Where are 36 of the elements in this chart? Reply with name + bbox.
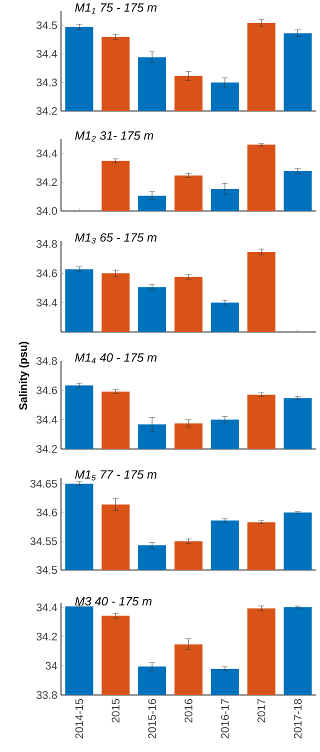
chart-title: M1$_{1}$ 75 - 175 m bbox=[75, 3, 156, 14]
y-tick-label: 34 bbox=[46, 662, 58, 670]
y-tick-label: 34.2 bbox=[36, 178, 57, 186]
y-tick-label: 34.6 bbox=[36, 269, 57, 278]
x-tick-label: 2017-18 bbox=[294, 699, 302, 738]
y-axis-title: Salinity (psu) bbox=[18, 342, 30, 410]
y-tick-label: 34.4 bbox=[36, 150, 58, 158]
x-tick-label: 2015 bbox=[112, 699, 120, 722]
x-tick-label: 2016 bbox=[184, 699, 192, 722]
y-tick-label: 34.2 bbox=[36, 632, 57, 640]
y-tick-label: 33.8 bbox=[36, 691, 57, 699]
y-tick-label: 34.4 bbox=[36, 50, 58, 58]
y-tick-label: 34.4 bbox=[36, 416, 58, 424]
chart-title: M1$_{5}$ 77 - 175 m bbox=[75, 470, 156, 480]
chart-title: M1$_{3}$ 65 - 175 m bbox=[75, 233, 156, 244]
y-tick-label: 34.4 bbox=[36, 298, 58, 307]
x-tick-label: 2016-17 bbox=[221, 699, 229, 738]
y-tick-label: 34.5 bbox=[36, 566, 57, 574]
chart-title: M1$_{2}$ 31- 175 m bbox=[75, 131, 154, 142]
x-tick-label: 2014-15 bbox=[75, 699, 84, 738]
y-tick-label: 34.65 bbox=[30, 480, 57, 488]
y-tick-label: 34.5 bbox=[36, 21, 57, 30]
y-tick-label: 34.55 bbox=[30, 537, 57, 546]
chart-title: M3 40 - 175 m bbox=[75, 596, 152, 606]
y-tick-label: 34.6 bbox=[36, 508, 57, 516]
y-tick-label: 34.6 bbox=[36, 386, 57, 394]
y-tick-label: 34.2 bbox=[36, 445, 57, 453]
y-tick-label: 34.3 bbox=[36, 78, 57, 86]
chart-title: M1$_{4}$ 40 - 175 m bbox=[75, 353, 156, 364]
x-tick-label: 2015-16 bbox=[148, 699, 156, 738]
y-tick-label: 34.8 bbox=[36, 240, 57, 248]
y-tick-label: 34.8 bbox=[36, 357, 57, 365]
y-tick-label: 34.0 bbox=[36, 207, 58, 215]
x-tick-label: 2017 bbox=[257, 699, 266, 722]
y-tick-label: 34.4 bbox=[36, 604, 58, 612]
y-tick-label: 34.2 bbox=[36, 107, 57, 115]
